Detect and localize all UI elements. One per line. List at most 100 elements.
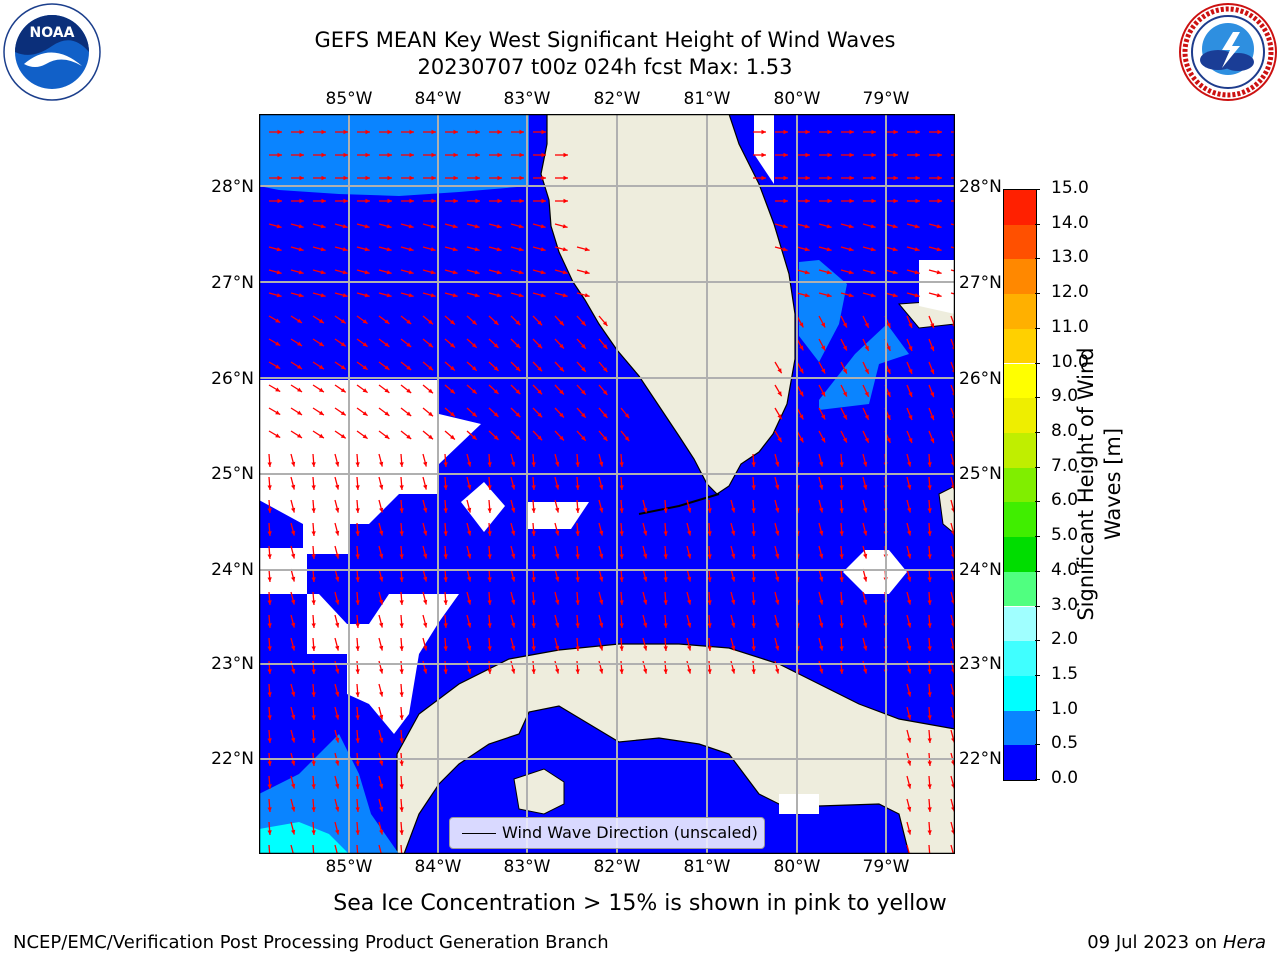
wave-direction-arrowhead xyxy=(343,129,348,135)
wave-direction-arrowhead xyxy=(443,600,448,605)
wave-direction-arrowhead xyxy=(537,343,543,349)
wave-direction-arrowhead xyxy=(871,129,876,135)
wave-direction-arrowhead xyxy=(907,461,912,467)
wave-direction-arrowhead xyxy=(761,152,766,158)
wave-direction-arrowhead xyxy=(821,322,826,328)
wave-direction-arrowhead xyxy=(624,436,630,442)
wave-direction-arrowhead xyxy=(731,645,736,651)
wave-direction-arrowhead xyxy=(365,129,370,135)
wave-direction-arrowhead xyxy=(839,531,844,536)
wave-direction-arrowhead xyxy=(340,365,346,370)
wave-direction-arrowhead xyxy=(886,391,891,397)
wave-direction-arrowhead xyxy=(297,387,302,392)
wave-patch-straits-a xyxy=(799,260,847,362)
colorbar-tick-mark xyxy=(1035,744,1040,746)
wave-direction-arrowhead xyxy=(311,531,316,536)
wave-direction-arrowhead xyxy=(467,576,472,582)
colorbar xyxy=(1003,189,1037,781)
wave-direction-arrowhead xyxy=(886,322,891,328)
wave-direction-arrowhead xyxy=(443,462,448,467)
wave-direction-arrowhead xyxy=(453,129,458,135)
wave-direction-arrowhead xyxy=(563,198,568,204)
wave-direction-arrowhead xyxy=(450,411,455,417)
wave-direction-arrowhead xyxy=(379,530,384,536)
wave-direction-arrowhead xyxy=(562,247,568,252)
wave-direction-arrowhead xyxy=(379,760,384,766)
wave-direction-arrowhead xyxy=(335,645,340,651)
colorbar-tick-mark xyxy=(1035,709,1040,711)
wave-direction-arrowhead xyxy=(379,599,384,605)
wave-direction-arrowhead xyxy=(907,507,912,513)
wave-direction-arrowhead xyxy=(496,224,502,229)
wave-direction-arrowhead xyxy=(291,691,296,697)
wave-direction-arrowhead xyxy=(431,198,436,204)
wave-direction-arrowhead xyxy=(761,129,766,135)
wave-direction-arrowhead xyxy=(663,554,668,559)
colorbar-tick-label: 7.0 xyxy=(1051,455,1079,476)
wave-direction-arrowhead xyxy=(871,152,876,158)
wave-direction-arrowhead xyxy=(863,599,868,605)
wave-direction-arrowhead xyxy=(340,411,346,416)
wave-direction-arrowhead xyxy=(267,623,272,628)
footer-host: Hera xyxy=(1222,932,1266,953)
colorbar-tick-mark xyxy=(1035,570,1040,572)
wave-direction-arrowhead xyxy=(581,389,586,395)
wave-direction-arrowhead xyxy=(531,508,536,513)
wave-direction-arrowhead xyxy=(267,669,272,674)
chart-title: GEFS MEAN Key West Significant Height of… xyxy=(314,28,896,52)
wave-direction-arrowhead xyxy=(907,737,912,743)
wave-direction-arrowhead xyxy=(643,507,648,513)
wave-direction-arrowhead xyxy=(819,484,824,490)
wave-direction-arrowhead xyxy=(431,129,436,135)
wave-direction-arrowhead xyxy=(863,507,868,513)
wave-direction-arrowhead xyxy=(423,645,428,651)
wave-direction-arrowhead xyxy=(471,435,477,440)
wave-direction-arrowhead xyxy=(311,554,316,559)
wave-direction-arrowhead xyxy=(707,600,712,605)
wave-direction-arrowhead xyxy=(276,247,282,252)
wave-direction-arrowhead xyxy=(320,293,326,298)
wave-direction-arrowhead xyxy=(386,270,392,275)
wave-direction-arrowhead xyxy=(915,152,920,158)
colorbar-tick-mark xyxy=(1035,501,1040,503)
wave-direction-arrowhead xyxy=(474,293,480,298)
wind-wave-arrows xyxy=(267,129,964,859)
wave-direction-arrowhead xyxy=(321,175,326,181)
lat-label-left-25: 25°N xyxy=(211,464,254,484)
wave-direction-arrowhead xyxy=(399,830,404,835)
wave-direction-arrowhead xyxy=(364,247,370,252)
wave-direction-arrowhead xyxy=(782,224,788,229)
lat-label-left-24: 24°N xyxy=(211,560,254,580)
wave-direction-arrowhead xyxy=(751,485,756,490)
footer-date-text: 09 Jul 2023 on xyxy=(1087,932,1218,953)
wave-direction-arrowhead xyxy=(864,368,869,374)
wave-direction-arrowhead xyxy=(379,507,384,513)
wave-direction-arrowhead xyxy=(777,414,782,420)
wave-direction-arrowhead xyxy=(379,484,384,490)
wave-direction-arrowhead xyxy=(364,293,370,298)
colorbar-tick-label: 2.0 xyxy=(1051,629,1079,650)
wave-direction-arrowhead xyxy=(291,553,296,559)
wave-direction-arrowhead xyxy=(384,342,390,347)
wave-direction-arrowhead xyxy=(267,784,272,789)
wave-direction-arrowhead xyxy=(863,645,868,651)
wave-direction-arrowhead xyxy=(511,484,516,490)
wave-direction-arrowhead xyxy=(839,646,844,651)
wave-direction-arrowhead xyxy=(291,461,296,467)
wave-direction-arrowhead xyxy=(643,530,648,536)
wave-direction-arrowhead xyxy=(826,247,832,252)
wave-direction-arrowhead xyxy=(379,553,384,559)
wave-direction-arrowhead xyxy=(318,433,324,439)
wave-direction-arrowhead xyxy=(927,761,932,766)
wave-direction-arrowhead xyxy=(518,293,524,298)
lat-label-left-26: 26°N xyxy=(211,369,254,389)
wave-direction-arrowhead xyxy=(487,623,492,628)
wave-direction-arrowhead xyxy=(399,669,404,674)
wave-direction-arrowhead xyxy=(311,623,316,628)
wave-direction-arrowhead xyxy=(387,129,392,135)
wave-direction-arrowhead xyxy=(311,577,316,582)
wave-direction-arrowhead xyxy=(474,224,480,229)
wave-direction-arrowhead xyxy=(619,485,624,490)
wave-direction-arrowhead xyxy=(423,530,428,536)
wave-direction-arrowhead xyxy=(643,668,648,674)
